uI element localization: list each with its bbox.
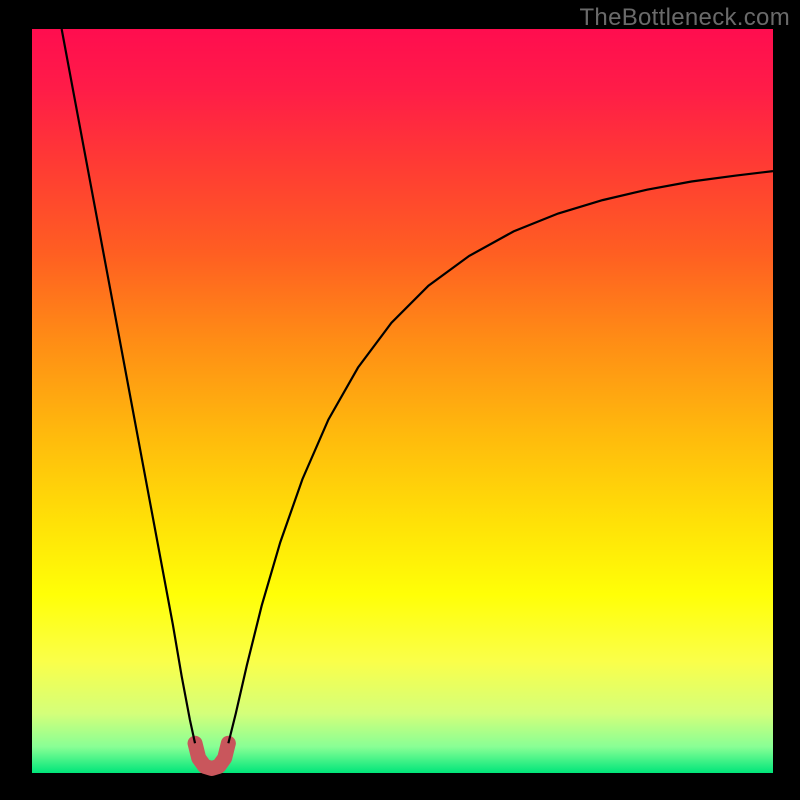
chart-container: TheBottleneck.com: [0, 0, 800, 800]
plot-background: [32, 29, 773, 773]
bottleneck-chart: [0, 0, 800, 800]
watermark-text: TheBottleneck.com: [579, 4, 790, 32]
